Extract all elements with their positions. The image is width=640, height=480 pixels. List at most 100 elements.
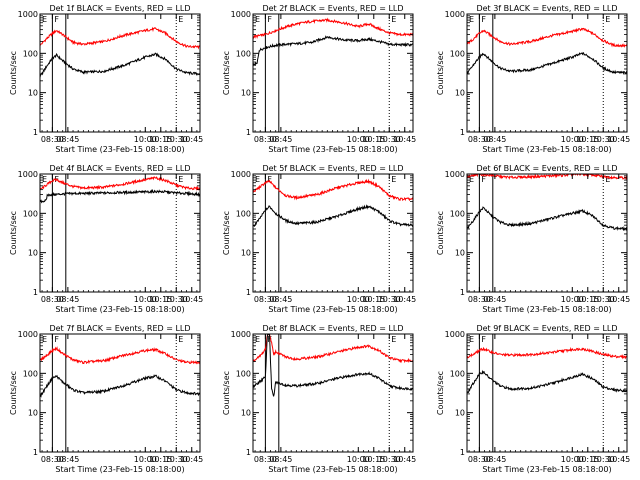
events-series-line <box>253 204 413 228</box>
events-series-line <box>467 206 627 232</box>
y-tick-label: 10 <box>455 409 465 418</box>
marker-label: E <box>255 335 260 344</box>
x-axis-label: Start Time (23-Feb-15 08:18:00) <box>268 305 397 314</box>
x-tick-label: 08:30 <box>468 295 491 304</box>
x-tick-label: 08:45 <box>56 135 79 144</box>
x-tick-label: 10:00 <box>347 295 370 304</box>
marker-label: E <box>178 175 183 184</box>
events-series-line <box>40 374 200 398</box>
y-tick-label: 1 <box>33 128 38 137</box>
marker-label: E <box>178 15 183 24</box>
y-tick-label: 1000 <box>445 10 465 19</box>
y-axis-label: Counts/sec <box>222 51 231 95</box>
marker-label: E <box>605 335 610 344</box>
x-tick-label: 08:45 <box>269 295 292 304</box>
marker-label: E <box>255 15 260 24</box>
plot-title: Det 3f BLACK = Events, RED = LLD <box>476 4 617 13</box>
x-tick-label: 08:45 <box>483 135 506 144</box>
x-tick-label: 10:30 <box>165 135 188 144</box>
y-tick-label: 1 <box>246 448 251 457</box>
y-tick-label: 10 <box>241 89 251 98</box>
y-tick-label: 1000 <box>231 330 251 339</box>
y-tick-label: 1000 <box>231 10 251 19</box>
marker-label: E <box>605 175 610 184</box>
x-tick-label: 10:15 <box>362 295 385 304</box>
y-axis-label: Counts/sec <box>222 371 231 415</box>
x-tick-label: 10:00 <box>561 295 584 304</box>
plot-frame <box>39 173 201 293</box>
x-tick-label: 10:00 <box>561 135 584 144</box>
plot-title: Det 9f BLACK = Events, RED = LLD <box>476 324 617 333</box>
y-tick-label: 1000 <box>18 330 38 339</box>
lld-series-line <box>467 346 627 360</box>
marker-label: E <box>255 175 260 184</box>
lld-series-line <box>40 176 200 191</box>
x-tick-label: 10:00 <box>134 135 157 144</box>
marker-label: E <box>469 175 474 184</box>
y-tick-label: 10 <box>241 409 251 418</box>
lld-series-line <box>467 174 627 181</box>
plot-title: Det 1f BLACK = Events, RED = LLD <box>49 4 190 13</box>
y-tick-label: 1 <box>460 128 465 137</box>
x-tick-label: 08:45 <box>269 455 292 464</box>
lld-series-line <box>253 178 413 202</box>
marker-label: E <box>605 15 610 24</box>
events-series-line <box>40 52 200 78</box>
y-tick-label: 1 <box>33 288 38 297</box>
plot-frame <box>466 173 628 293</box>
lld-series-line <box>40 346 200 365</box>
x-tick-label: 10:00 <box>347 455 370 464</box>
x-axis-label: Start Time (23-Feb-15 08:18:00) <box>55 305 184 314</box>
marker-label: E <box>469 335 474 344</box>
x-tick-label: 10:15 <box>149 295 172 304</box>
x-tick-label: 10:45 <box>607 135 630 144</box>
plot-frame <box>466 13 628 133</box>
marker-label: E <box>391 15 396 24</box>
plot-frame <box>39 333 201 453</box>
y-tick-label: 10 <box>455 249 465 258</box>
x-tick-label: 10:45 <box>607 455 630 464</box>
x-tick-label: 10:30 <box>592 455 615 464</box>
y-tick-label: 100 <box>450 209 465 218</box>
x-tick-label: 10:30 <box>165 295 188 304</box>
x-tick-label: 10:30 <box>592 295 615 304</box>
events-series-line <box>467 369 627 394</box>
x-tick-label: 10:45 <box>393 295 416 304</box>
x-axis-label: Start Time (23-Feb-15 08:18:00) <box>268 145 397 154</box>
x-tick-label: 10:15 <box>149 135 172 144</box>
y-tick-label: 10 <box>28 89 38 98</box>
x-tick-label: 10:15 <box>576 455 599 464</box>
plot-frame <box>252 333 414 453</box>
marker-label: E <box>391 175 396 184</box>
marker-label: E <box>469 15 474 24</box>
x-tick-label: 10:45 <box>393 135 416 144</box>
y-tick-label: 100 <box>23 49 38 58</box>
x-tick-label: 08:30 <box>41 455 64 464</box>
x-tick-label: 10:00 <box>561 455 584 464</box>
x-axis-label: Start Time (23-Feb-15 08:18:00) <box>55 145 184 154</box>
x-tick-label: 10:45 <box>180 135 203 144</box>
marker-label: F <box>54 335 59 344</box>
marker-label: F <box>267 15 272 24</box>
events-series-line <box>253 35 413 67</box>
y-tick-label: 1000 <box>231 170 251 179</box>
y-axis-label: Counts/sec <box>9 211 18 255</box>
x-tick-label: 10:30 <box>378 135 401 144</box>
x-tick-label: 10:00 <box>134 295 157 304</box>
marker-label: E <box>42 175 47 184</box>
lld-series-line <box>253 17 413 40</box>
x-tick-label: 08:30 <box>41 295 64 304</box>
x-tick-label: 08:30 <box>468 455 491 464</box>
y-tick-label: 100 <box>450 369 465 378</box>
x-tick-label: 10:15 <box>149 455 172 464</box>
y-tick-label: 100 <box>236 49 251 58</box>
marker-label: E <box>391 335 396 344</box>
plot-title: Det 7f BLACK = Events, RED = LLD <box>49 324 190 333</box>
